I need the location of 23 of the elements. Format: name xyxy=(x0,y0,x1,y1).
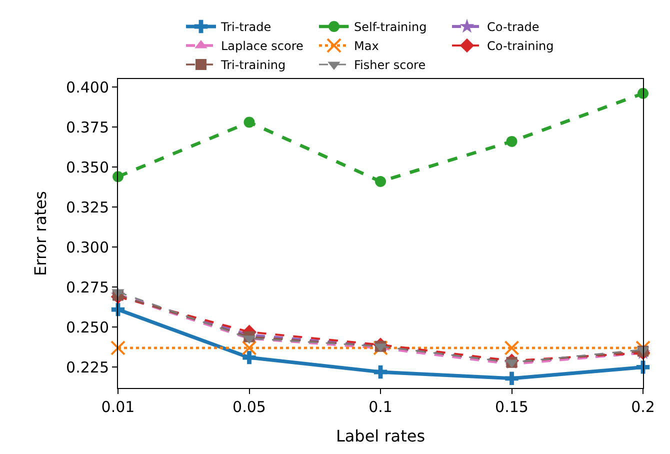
legend-label: Co-trade xyxy=(487,20,540,34)
y-axis-title: Error rates xyxy=(30,191,50,276)
y-tick-label: 0.375 xyxy=(66,118,109,136)
legend-label: Co-training xyxy=(487,39,554,54)
legend-label: Tri-trade xyxy=(220,20,272,34)
legend-label: Self-training xyxy=(354,20,427,34)
y-tick-label: 0.250 xyxy=(66,318,109,336)
legend-label: Laplace score xyxy=(221,39,304,54)
y-tick-label: 0.325 xyxy=(66,198,109,216)
x-tick-label: 0.2 xyxy=(631,398,655,416)
y-tick-label: 0.300 xyxy=(66,238,109,256)
y-tick-label: 0.350 xyxy=(66,158,109,176)
y-tick-label: 0.275 xyxy=(66,278,109,296)
x-tick-label: 0.1 xyxy=(368,398,392,416)
legend-label: Tri-training xyxy=(220,58,286,72)
x-tick-label: 0.01 xyxy=(101,398,135,416)
legend-label: Fisher score xyxy=(354,58,426,72)
y-tick-label: 0.400 xyxy=(66,78,109,96)
x-tick-label: 0.05 xyxy=(232,398,266,416)
y-tick-label: 0.225 xyxy=(66,358,109,376)
x-axis-title: Label rates xyxy=(336,426,426,446)
legend-label: Max xyxy=(354,39,379,54)
x-tick-label: 0.15 xyxy=(495,398,528,416)
